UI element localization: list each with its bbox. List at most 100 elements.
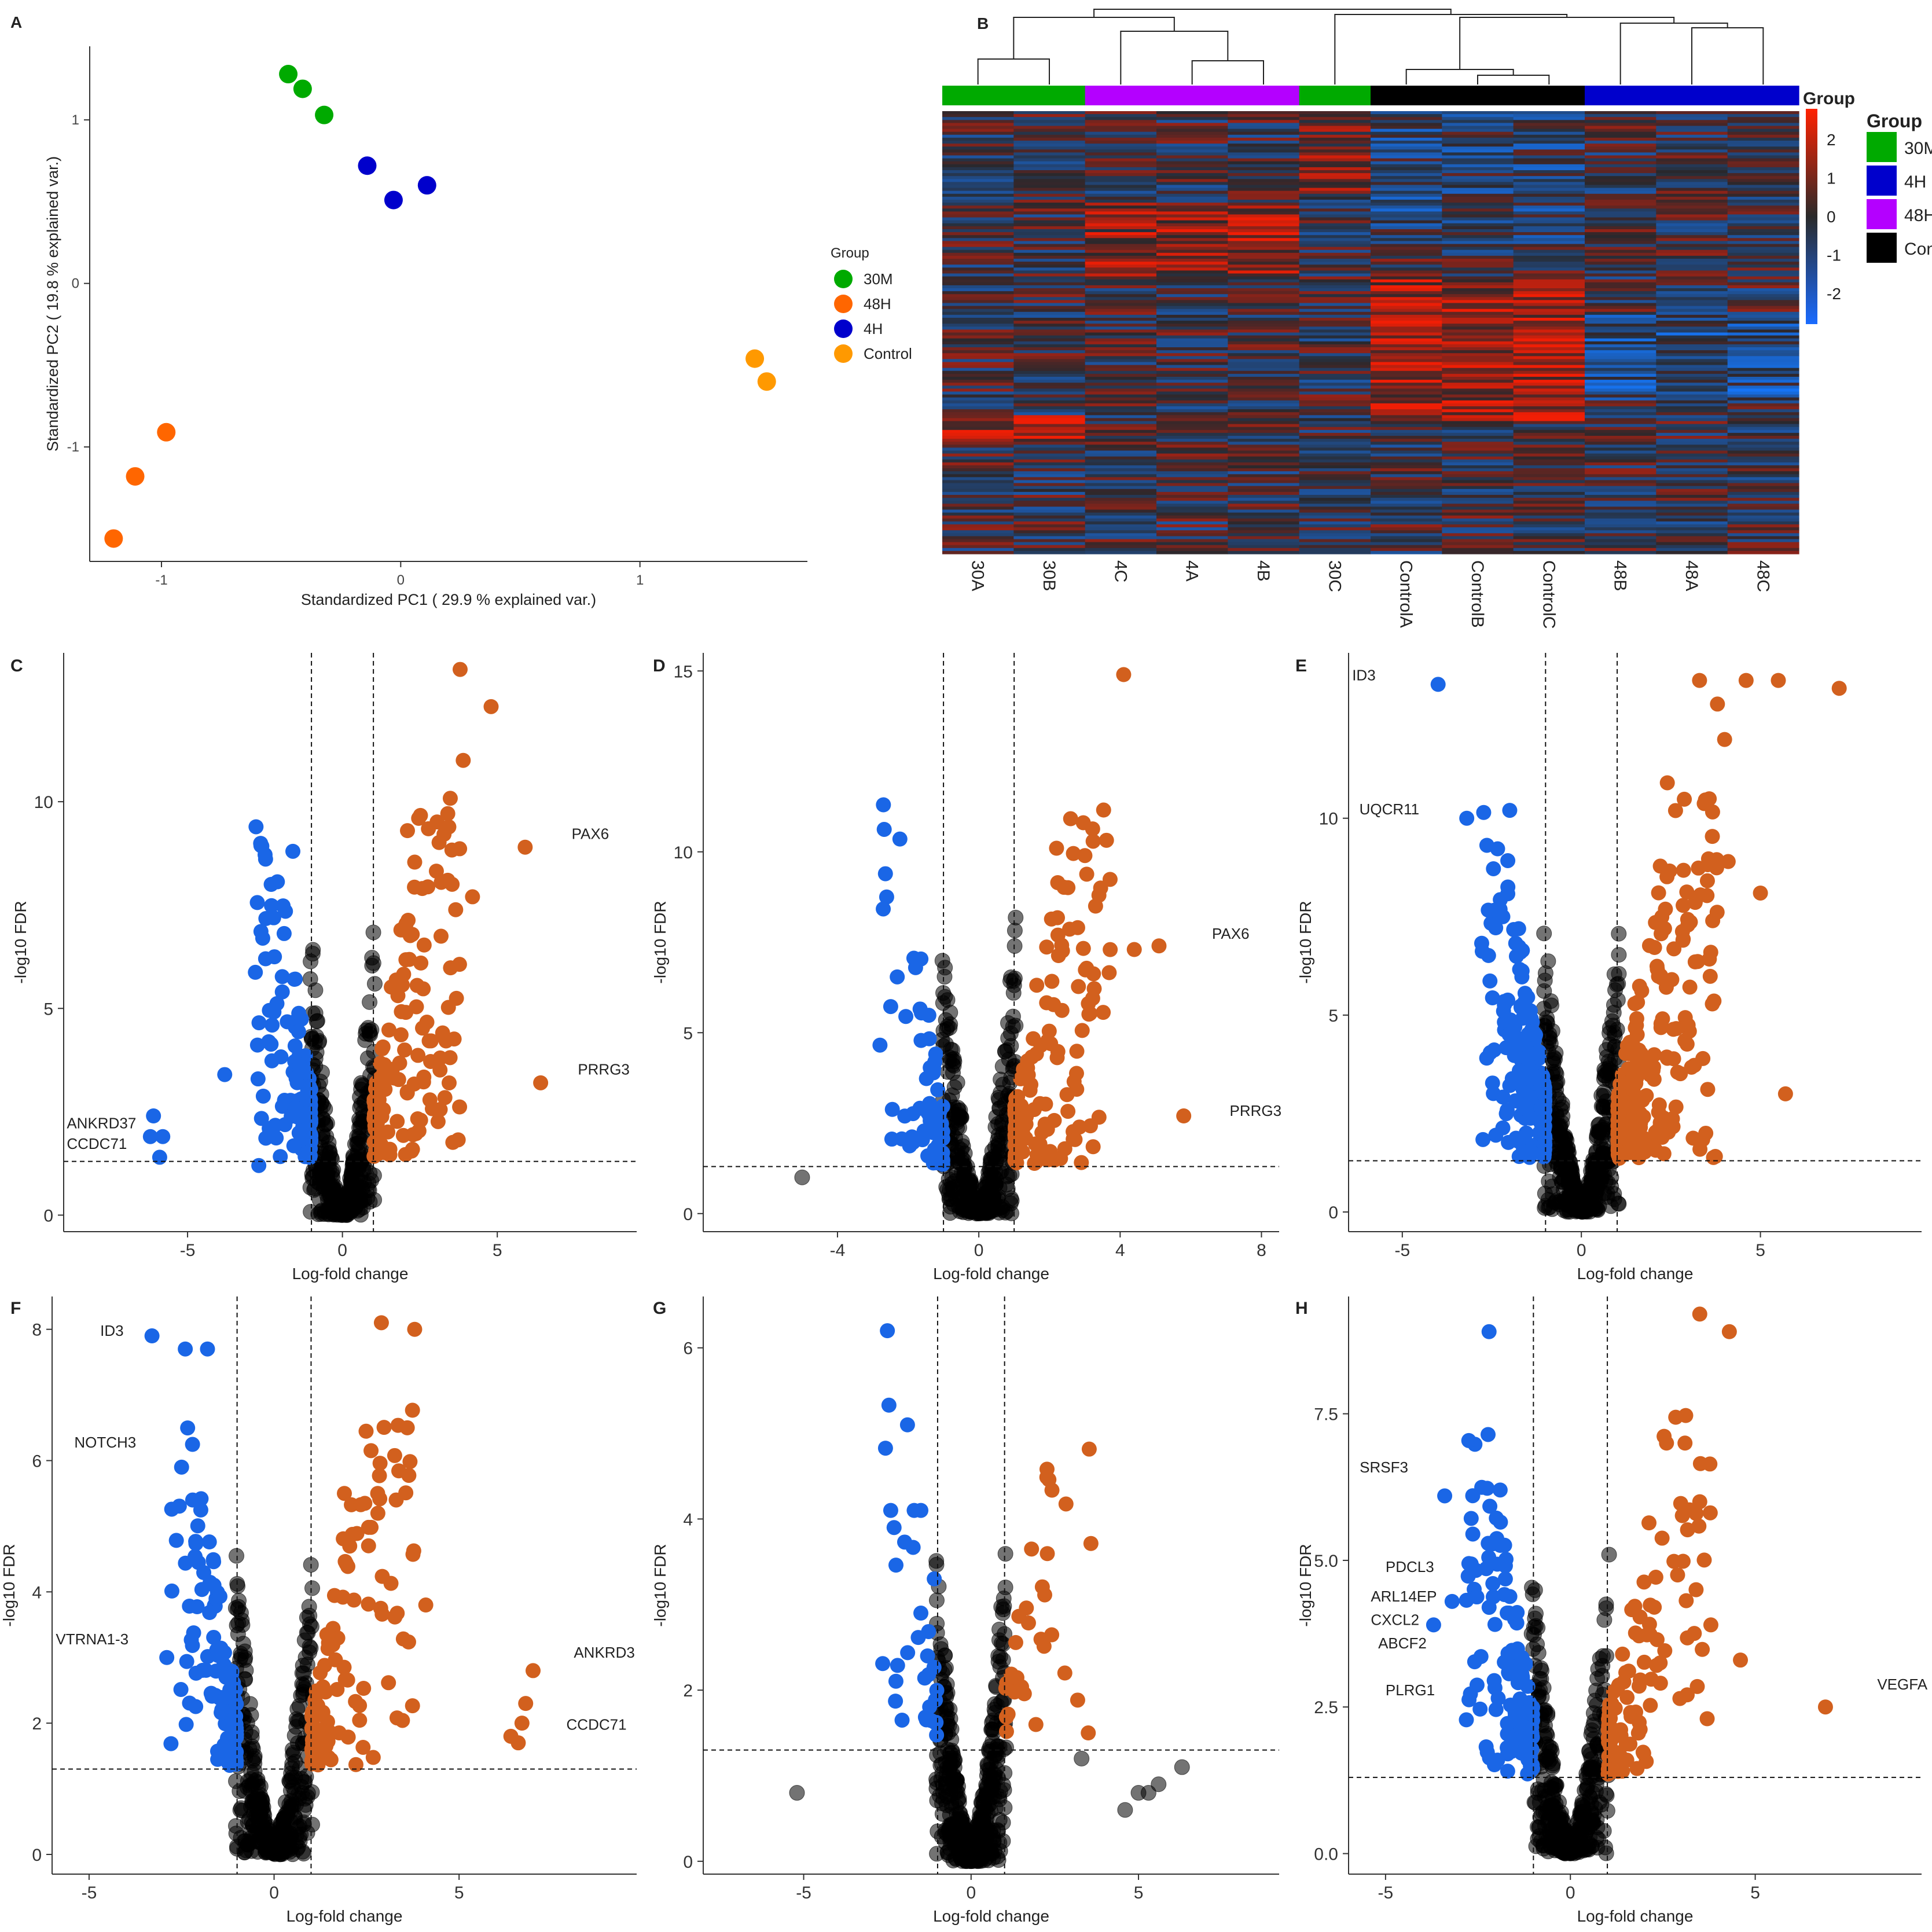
volcano-point [1666,941,1682,957]
y-tick-label: 0 [72,276,79,292]
volcano-point [144,1328,160,1344]
volcano-point [1603,1198,1619,1214]
heatmap-cell [1085,341,1157,345]
heatmap-cell [1513,300,1585,304]
heatmap-cell [1656,403,1728,407]
heatmap-cell [1156,486,1228,490]
heatmap-cell [942,498,1014,501]
heatmap-cell [1299,232,1371,236]
heatmap-cell [1228,350,1300,354]
heatmap-cell [1442,114,1514,117]
heatmap-cell [1656,447,1728,451]
heatmap-cell [1013,155,1086,159]
volcano-point [362,1026,379,1042]
heatmap-cell [1513,421,1585,425]
volcano-point [353,1497,369,1512]
heatmap-cell [1585,491,1656,495]
volcano-point [1677,1010,1693,1026]
volcano-point [1709,905,1725,920]
heatmap-cell [1442,515,1514,519]
heatmap-cell [1228,373,1300,377]
heatmap-cell [1228,152,1300,156]
heatmap-cell [1513,128,1585,133]
heatmap-cell [1656,318,1728,321]
heatmap-cell [1513,418,1585,422]
heatmap-cell [1727,141,1799,144]
heatmap-cell [1371,131,1442,135]
heatmap-cell [1299,117,1371,120]
volcano-point [1753,885,1768,901]
heatmap-cell [1371,123,1442,127]
heatmap-cell [1585,321,1656,324]
heatmap-cell [1299,530,1371,534]
heatmap-cell [942,185,1014,189]
heatmap-cell [1085,439,1157,442]
heatmap-cell [1513,365,1585,369]
heatmap-cell [1727,273,1799,277]
heatmap-cell [1727,249,1799,254]
volcano-point [440,806,456,821]
heatmap-cell [1371,244,1442,248]
pca-point [104,529,123,548]
heatmap-cell [942,131,1014,135]
heatmap-cell [1085,270,1157,274]
heatmap-cell [1013,141,1086,144]
heatmap-cell [1371,128,1442,133]
heatmap-cell [1299,347,1371,351]
heatmap-cell [1585,368,1656,372]
volcano-point [178,1717,194,1732]
heatmap-cell [1727,318,1799,321]
heatmap-cell [1656,262,1728,265]
volcano-point [265,1844,281,1860]
heatmap-cell [1299,208,1371,212]
heatmap-cell [1442,344,1514,348]
heatmap-cell [1371,214,1442,218]
heatmap-cell [1156,338,1228,342]
heatmap-cell [1656,385,1728,389]
heatmap-cell [1513,161,1585,165]
heatmap-cell [1513,252,1585,256]
heatmap-cell [1013,123,1086,127]
heatmap-cell [1656,152,1728,156]
heatmap-cell [1442,226,1514,230]
pca-point [126,467,145,486]
heatmap-cell [1085,220,1157,224]
heatmap-cell [1228,200,1300,203]
heatmap-cell [1585,453,1656,457]
volcano-point [1696,796,1712,811]
heatmap-cell [1585,429,1656,434]
y-tick-label: 6 [683,1339,693,1358]
heatmap-cell [1371,232,1442,236]
heatmap-cell [1156,400,1228,404]
heatmap-cell [1442,235,1514,238]
volcano-point [1518,1050,1534,1066]
heatmap-cell [1585,509,1656,513]
heatmap-cell [1656,550,1728,554]
heatmap-cell [1085,314,1157,318]
heatmap-cell [1442,474,1514,478]
heatmap-cell [1371,285,1442,289]
volcano-point [988,1109,1004,1125]
heatmap-cell [1299,465,1371,469]
heatmap-cell [1228,137,1300,141]
heatmap-cell [1013,377,1086,380]
x-tick-label: 5 [493,1241,502,1260]
heatmap-cell [1371,203,1442,206]
heatmap-cell [1085,244,1157,248]
volcano-point [925,1155,941,1171]
heatmap-cell [1442,427,1514,431]
heatmap-cell [1585,445,1656,448]
heatmap-cell [1656,164,1728,168]
heatmap-cell [1156,241,1228,245]
heatmap-cell [1585,288,1656,292]
heatmap-cell [1371,185,1442,189]
heatmap-cell [1442,238,1514,241]
volcano-point [1702,968,1718,984]
heatmap-cell [1013,486,1086,490]
heatmap-cell [1513,311,1585,315]
volcano-point [428,864,444,879]
heatmap-cell [1085,400,1157,404]
heatmap-cell [1442,483,1514,487]
volcano-point [302,1180,318,1196]
heatmap-cell [1442,409,1514,413]
